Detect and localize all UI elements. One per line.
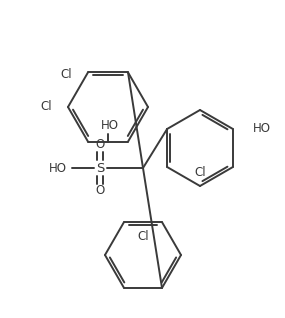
Text: Cl: Cl	[40, 100, 52, 114]
Text: Cl: Cl	[194, 167, 206, 179]
Text: HO: HO	[253, 122, 271, 135]
Text: HO: HO	[49, 162, 67, 175]
Text: O: O	[95, 139, 105, 151]
Text: Cl: Cl	[60, 68, 72, 81]
Text: O: O	[95, 184, 105, 197]
Text: Cl: Cl	[137, 230, 149, 243]
Text: HO: HO	[101, 119, 119, 132]
Text: S: S	[96, 162, 104, 175]
